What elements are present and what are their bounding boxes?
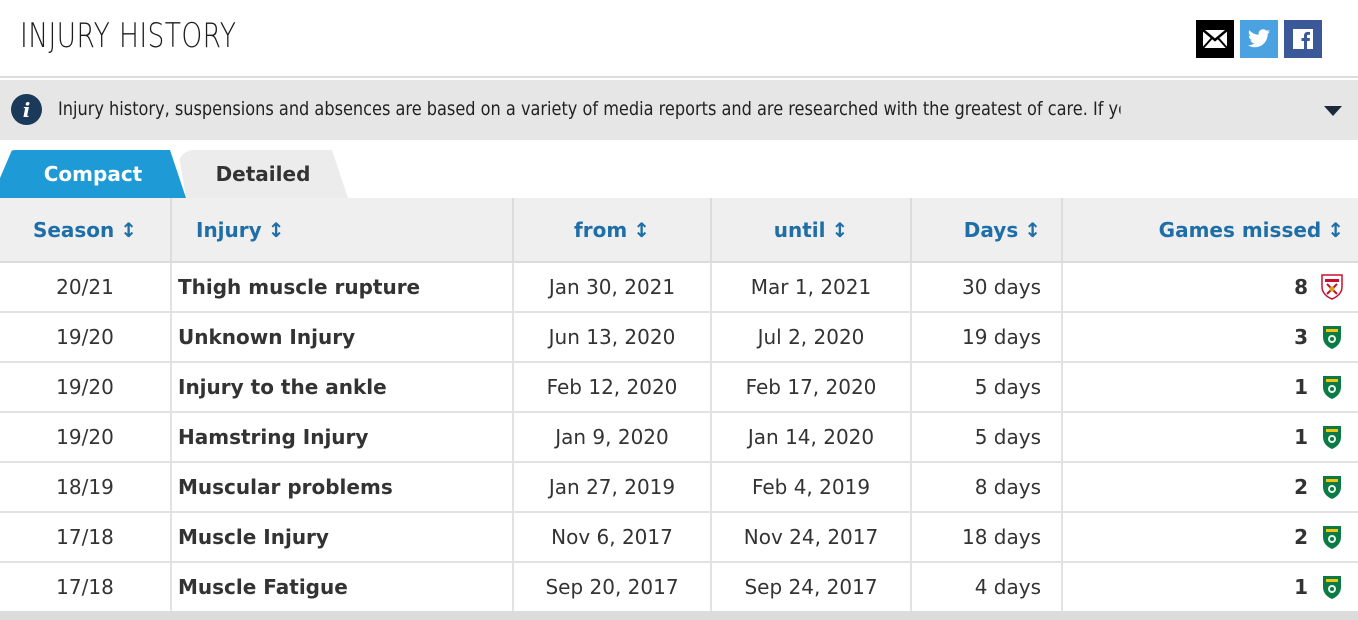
- table-bottom-border: [0, 611, 1358, 620]
- season-cell: 19/20: [0, 362, 171, 413]
- table-row: 17/18 Muscle Fatigue Sep 20, 2017 Sep 24…: [0, 562, 1358, 613]
- days-cell: 8 days: [910, 462, 1062, 513]
- from-cell: Nov 6, 2017: [512, 512, 711, 563]
- until-cell: Feb 17, 2020: [710, 362, 911, 413]
- until-cell: Jul 2, 2020: [710, 312, 911, 363]
- from-cell: Jan 30, 2021: [512, 262, 711, 313]
- sort-icon: ↕: [120, 217, 138, 242]
- season-cell: 18/19: [0, 462, 171, 513]
- from-cell: Sep 20, 2017: [512, 562, 711, 613]
- header-season[interactable]: Season ↕: [0, 198, 171, 263]
- days-cell: 4 days: [910, 562, 1062, 613]
- header-games-label: Games missed: [1158, 217, 1322, 242]
- games-cell: 2: [1061, 512, 1358, 563]
- games-cell: 8: [1061, 262, 1358, 313]
- until-cell: Sep 24, 2017: [710, 562, 911, 613]
- sort-icon: ↕: [633, 217, 650, 242]
- envelope-icon: [1202, 29, 1228, 49]
- sporting-crest-icon[interactable]: [1320, 323, 1344, 351]
- tab-detailed[interactable]: Detailed: [178, 150, 348, 198]
- from-cell: Jun 13, 2020: [512, 312, 711, 363]
- sporting-crest-icon[interactable]: [1320, 473, 1344, 501]
- days-cell: 30 days: [910, 262, 1062, 313]
- until-cell: Jan 14, 2020: [710, 412, 911, 463]
- games-cell: 1: [1061, 362, 1358, 413]
- season-cell: 17/18: [0, 562, 171, 613]
- injury-cell: Muscle Injury: [170, 512, 513, 563]
- table-row: 19/20 Unknown Injury Jun 13, 2020 Jul 2,…: [0, 312, 1358, 363]
- table-row: 18/19 Muscular problems Jan 27, 2019 Feb…: [0, 462, 1358, 513]
- header-days-label: Days: [963, 217, 1019, 242]
- from-cell: Feb 12, 2020: [512, 362, 711, 413]
- share-twitter-button[interactable]: [1240, 20, 1278, 58]
- header-season-label: Season: [32, 217, 115, 242]
- header-injury[interactable]: Injury ↕: [170, 198, 513, 263]
- injury-cell: Thigh muscle rupture: [170, 262, 513, 313]
- sporting-crest-icon[interactable]: [1320, 373, 1344, 401]
- sort-icon: ↕: [831, 217, 849, 242]
- section-header: INJURY HISTORY: [0, 0, 1358, 78]
- until-cell: Mar 1, 2021: [710, 262, 911, 313]
- header-games-missed[interactable]: Games missed ↕: [1061, 198, 1358, 263]
- header-until-label: until: [773, 217, 826, 242]
- games-cell: 3: [1061, 312, 1358, 363]
- table-row: 17/18 Muscle Injury Nov 6, 2017 Nov 24, …: [0, 512, 1358, 563]
- until-cell: Nov 24, 2017: [710, 512, 911, 563]
- days-cell: 5 days: [910, 362, 1062, 413]
- until-cell: Feb 4, 2019: [710, 462, 911, 513]
- season-cell: 20/21: [0, 262, 171, 313]
- sporting-crest-icon[interactable]: [1320, 573, 1344, 601]
- days-cell: 19 days: [910, 312, 1062, 363]
- games-cell: 2: [1061, 462, 1358, 513]
- header-days[interactable]: Days ↕: [910, 198, 1062, 263]
- header-until[interactable]: until ↕: [710, 198, 911, 263]
- header-from-label: from: [574, 217, 628, 242]
- table-row: 19/20 Hamstring Injury Jan 9, 2020 Jan 1…: [0, 412, 1358, 463]
- table-row: 20/21 Thigh muscle rupture Jan 30, 2021 …: [0, 262, 1358, 313]
- info-text: Injury history, suspensions and absences…: [58, 98, 1121, 120]
- games-cell: 1: [1061, 412, 1358, 463]
- days-cell: 18 days: [910, 512, 1062, 563]
- page-title: INJURY HISTORY: [20, 16, 237, 56]
- games-missed-count: 2: [1294, 525, 1308, 549]
- sevilla-crest-icon[interactable]: [1320, 273, 1344, 301]
- days-cell: 5 days: [910, 412, 1062, 463]
- games-missed-count: 1: [1294, 575, 1308, 599]
- info-banner[interactable]: i Injury history, suspensions and absenc…: [0, 80, 1358, 140]
- from-cell: Jan 27, 2019: [512, 462, 711, 513]
- games-cell: 1: [1061, 562, 1358, 613]
- from-cell: Jan 9, 2020: [512, 412, 711, 463]
- season-cell: 19/20: [0, 412, 171, 463]
- header-injury-label: Injury: [196, 217, 262, 242]
- injury-table: Season ↕ Injury ↕ from ↕ until ↕ Days ↕ Games…: [0, 198, 1358, 613]
- sort-icon: ↕: [1024, 217, 1041, 242]
- injury-cell: Muscle Fatigue: [170, 562, 513, 613]
- expand-arrow-icon[interactable]: [1324, 106, 1342, 116]
- sporting-crest-icon[interactable]: [1320, 523, 1344, 551]
- games-missed-count: 1: [1294, 375, 1308, 399]
- season-cell: 19/20: [0, 312, 171, 363]
- games-missed-count: 1: [1294, 425, 1308, 449]
- share-mail-button[interactable]: [1196, 20, 1234, 58]
- header-from[interactable]: from ↕: [512, 198, 711, 263]
- injury-cell: Unknown Injury: [170, 312, 513, 363]
- tab-compact[interactable]: Compact: [0, 150, 186, 198]
- facebook-icon: [1293, 29, 1313, 49]
- info-icon: i: [11, 94, 42, 125]
- sporting-crest-icon[interactable]: [1320, 423, 1344, 451]
- twitter-icon: [1248, 29, 1270, 48]
- sort-icon: ↕: [267, 217, 285, 242]
- injury-cell: Hamstring Injury: [170, 412, 513, 463]
- season-cell: 17/18: [0, 512, 171, 563]
- view-tabs: Detailed Compact: [0, 148, 1358, 198]
- injury-cell: Injury to the ankle: [170, 362, 513, 413]
- table-header-row: Season ↕ Injury ↕ from ↕ until ↕ Days ↕ Games…: [0, 198, 1358, 263]
- sort-icon: ↕: [1327, 217, 1344, 242]
- games-missed-count: 8: [1294, 275, 1308, 299]
- table-row: 19/20 Injury to the ankle Feb 12, 2020 F…: [0, 362, 1358, 413]
- share-facebook-button[interactable]: [1284, 20, 1322, 58]
- games-missed-count: 3: [1294, 325, 1308, 349]
- games-missed-count: 2: [1294, 475, 1308, 499]
- injury-cell: Muscular problems: [170, 462, 513, 513]
